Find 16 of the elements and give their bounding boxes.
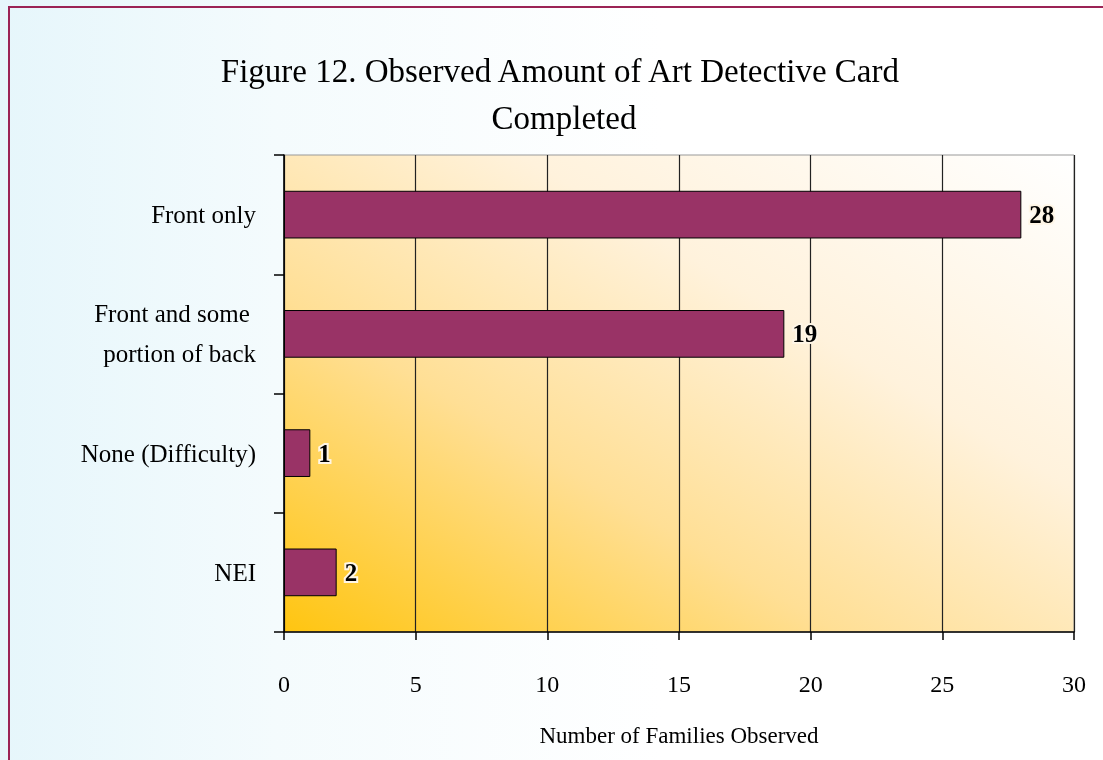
x-tick-label: 25	[930, 671, 955, 697]
data-label: 1	[318, 439, 331, 467]
x-tick-label: 20	[798, 671, 823, 697]
x-tick-label: 5	[409, 671, 422, 697]
data-label: 2	[344, 558, 358, 586]
y-tick-label: NEI	[214, 558, 256, 586]
x-tick-label: 15	[667, 671, 691, 697]
x-axis-title: Number of Families Observed	[539, 723, 820, 748]
x-tick-label: 30	[1062, 671, 1086, 697]
x-tick-label: 0	[278, 671, 290, 697]
data-label: 28	[1029, 201, 1055, 229]
y-tick-label: None (Difficulty)	[80, 439, 256, 468]
x-tick-label: 10	[535, 671, 560, 697]
chart-title: Figure 12. Observed Amount of Art Detective Card Completed	[220, 52, 908, 136]
y-tick-label: Front and some portion of back	[94, 300, 257, 368]
y-tick-label: Front only	[151, 201, 257, 229]
